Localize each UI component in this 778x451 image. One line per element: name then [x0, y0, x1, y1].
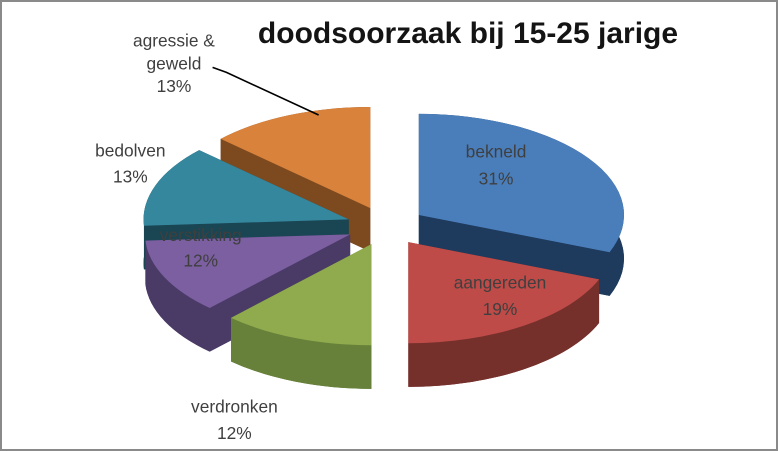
slice-label-verstikking: verstikking 12%	[160, 225, 242, 271]
chart-title: doodsoorzaak bij 15-25 jarige	[257, 17, 679, 50]
slice-label-agressie-geweld: agressie & geweld 13%	[133, 31, 215, 97]
slice-label-bekneld: bekneld 31%	[466, 142, 527, 189]
pie-slice-verdronken	[230, 244, 372, 389]
pie-slice-aangereden	[408, 242, 600, 387]
slice-label-bedolven: bedolven 13%	[95, 141, 165, 187]
slice-label-aangereden: aangereden 19%	[454, 272, 547, 319]
leader-line-agressie-geweld	[212, 66, 319, 116]
slice-label-verdronken: verdronken 12%	[191, 396, 278, 443]
